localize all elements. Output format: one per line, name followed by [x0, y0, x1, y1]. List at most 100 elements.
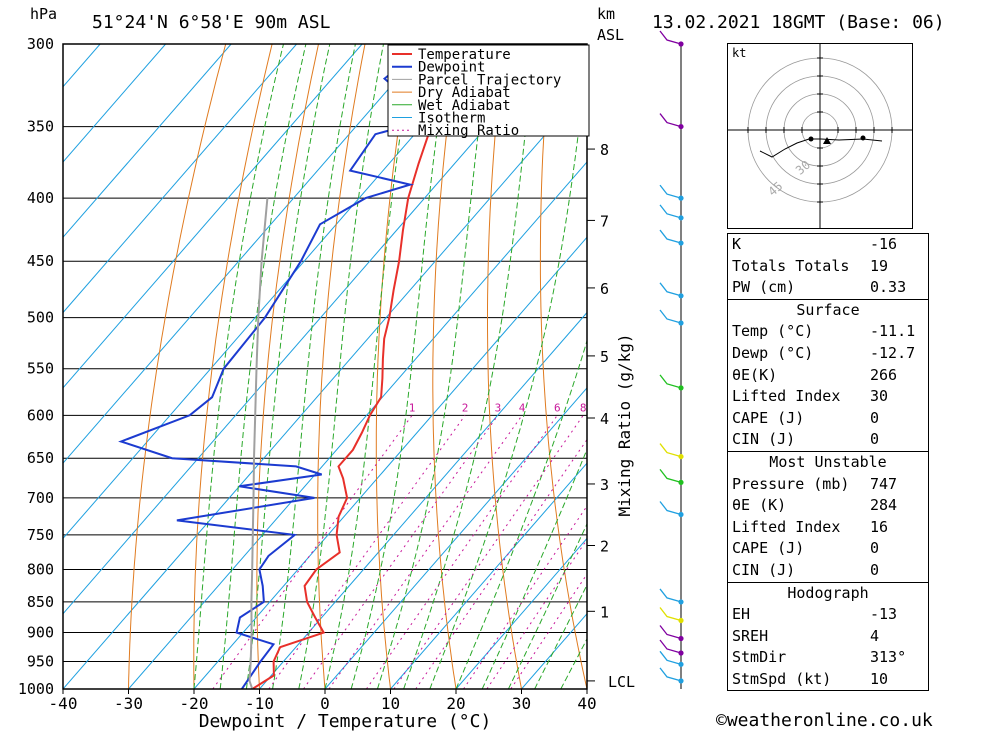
- mu-value: 0: [870, 539, 880, 558]
- legend-item: Wet Adiabat: [418, 98, 511, 114]
- wet-adiabat: [245, 44, 331, 689]
- pressure-tick-label: 300: [27, 35, 54, 53]
- mu-label: CAPE (J): [732, 539, 805, 558]
- legend-box: [387, 44, 590, 137]
- dry-adiabat: [487, 44, 522, 689]
- asl-label: ASL: [597, 26, 625, 44]
- km-tick-label: 1: [600, 603, 609, 621]
- wind-barb: [659, 30, 682, 45]
- mixing-ratio-label: 20: [664, 401, 677, 414]
- pressure-unit: hPa: [30, 5, 58, 23]
- legend-item: Temperature: [418, 47, 511, 63]
- hodo-row: StmSpd (kt) 10: [728, 669, 928, 691]
- wet-adiabat: [534, 583, 587, 689]
- x-tick-label: -40: [49, 694, 78, 713]
- surface-label: Dewp (°C): [732, 343, 814, 362]
- legend-item: Dewpoint: [418, 60, 485, 76]
- mu-label: θE (K): [732, 496, 787, 515]
- mixing-ratio-line: [415, 438, 587, 689]
- most-unstable-title: Most Unstable: [769, 452, 887, 471]
- wet-adiabat: [324, 44, 415, 689]
- surface-row: Lifted Index 30: [728, 386, 928, 408]
- plot-frame: [62, 43, 588, 690]
- hodo-value: -13: [870, 605, 898, 624]
- wet-adiabat: [481, 448, 587, 689]
- legend-item: Mixing Ratio: [418, 123, 519, 139]
- wind-barb-dot: [678, 635, 684, 642]
- pressure-tick-label: 900: [27, 624, 54, 642]
- index-value: -16: [870, 235, 898, 253]
- wind-barb: [659, 501, 682, 516]
- mu-value: 747: [870, 474, 898, 493]
- hodo-label: StmDir: [732, 648, 787, 667]
- mu-row: CIN (J) 0: [728, 560, 928, 582]
- surface-row: CIN (J) 0: [728, 429, 928, 451]
- hodo-row: SREH 4: [728, 626, 928, 648]
- mu-label: Pressure (mb): [732, 474, 850, 493]
- mu-value: 16: [870, 517, 889, 536]
- pressure-tick-label: 350: [27, 118, 54, 136]
- hodograph-point: [808, 136, 814, 142]
- x-tick-label: 20: [446, 694, 465, 713]
- parcel-trajectory-line: [248, 198, 269, 689]
- hodo-row: StmDir 313°: [728, 647, 928, 669]
- mu-row: Pressure (mb) 747: [728, 474, 928, 496]
- wet-adiabat: [429, 57, 587, 689]
- pressure-tick-label: 650: [27, 449, 54, 467]
- surface-label: Lifted Index: [732, 387, 841, 406]
- hodograph-title: Hodograph: [787, 583, 869, 602]
- km-tick-label: 6: [600, 280, 609, 298]
- wind-barb: [659, 650, 682, 665]
- hodograph: kt 30 45: [727, 43, 913, 229]
- km-tick-label: 2: [600, 537, 609, 555]
- dry-adiabat: [922, 44, 1000, 689]
- pressure-tick-label: 600: [27, 406, 54, 424]
- surface-row: Dewp (°C) -12.7: [728, 343, 928, 365]
- surface-label: Temp (°C): [732, 322, 814, 341]
- index-value: 0.33: [870, 278, 907, 297]
- index-label: Totals Totals: [732, 256, 850, 275]
- surface-row: CAPE (J) 0: [728, 408, 928, 430]
- wet-adiabat: [272, 44, 356, 689]
- mixing-ratio-label: 1: [409, 401, 416, 414]
- mixing-ratio-line: [486, 538, 587, 689]
- dry-adiabat: [256, 44, 319, 689]
- pressure-tick-label: 1000: [18, 680, 54, 698]
- wind-barb: [659, 639, 682, 654]
- mixing-ratio-line: [365, 415, 558, 689]
- isotherm: [63, 44, 429, 464]
- mixing-ratio-label: 25: [687, 401, 700, 414]
- wind-barb: [659, 625, 682, 640]
- x-axis-label: Dewpoint / Temperature (°C): [199, 711, 492, 732]
- x-tick-label: 10: [381, 694, 400, 713]
- mixing-ratio-label: 4: [519, 401, 526, 414]
- mixing-ratio-line: [463, 505, 587, 689]
- mu-row: Lifted Index 16: [728, 517, 928, 539]
- hodo-value: 313°: [870, 648, 907, 667]
- km-tick-label: 4: [600, 410, 609, 428]
- isotherm: [63, 44, 494, 540]
- surface-row: Temp (°C) -11.1: [728, 321, 928, 343]
- wet-adiabat: [219, 44, 307, 689]
- hodo-row: EH -13: [728, 604, 928, 626]
- wind-barb: [659, 607, 682, 622]
- hodograph-point: [860, 135, 866, 141]
- indices-block: K -16 Totals Totals 19 PW (cm) 0.33: [728, 234, 928, 299]
- wet-adiabat: [376, 44, 490, 689]
- dry-adiabat: [128, 44, 227, 689]
- dewpoint-line: [118, 44, 434, 689]
- x-tick-label: -30: [114, 694, 143, 713]
- pressure-tick-label: 850: [27, 593, 54, 611]
- wind-barb: [659, 113, 682, 128]
- wet-adiabat: [193, 44, 284, 689]
- wind-barb: [659, 184, 682, 199]
- footer-credit[interactable]: ©weatheronline.co.uk: [716, 710, 933, 731]
- legend-item: Parcel Trajectory: [418, 72, 561, 88]
- temperature-line: [251, 44, 465, 689]
- dry-adiabat: [968, 44, 1000, 689]
- storm-motion-marker: [823, 137, 831, 144]
- index-value: 19: [870, 256, 889, 275]
- isotherm: [324, 387, 587, 689]
- legend-item: Dry Adiabat: [418, 85, 511, 101]
- hodograph-block: Hodograph EH -13 SREH 4 StmDir 313° StmSpd …: [728, 581, 928, 691]
